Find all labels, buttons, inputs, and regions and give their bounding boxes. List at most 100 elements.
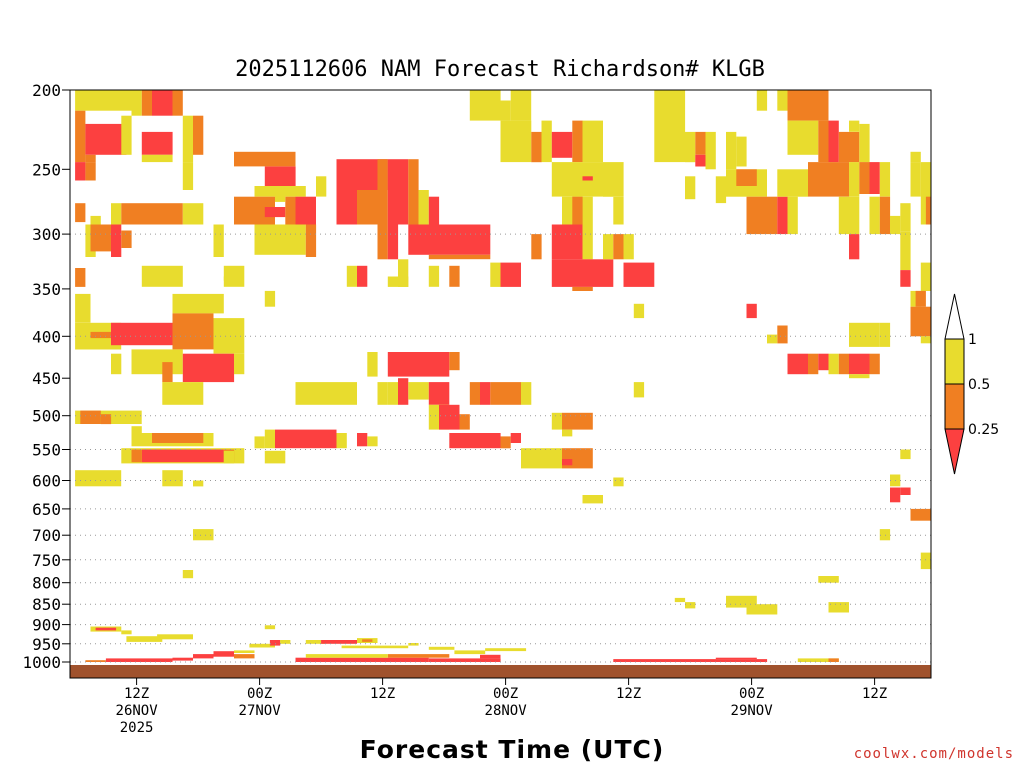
ri-cell [920, 552, 932, 570]
ri-cell [213, 224, 224, 257]
ri-cell [305, 640, 327, 644]
ri-cell [500, 100, 511, 121]
ri-cell [285, 196, 296, 225]
ri-cell [767, 334, 778, 344]
y-tick-label-350: 350 [32, 280, 61, 299]
ri-cell [623, 262, 655, 287]
ri-cell [264, 290, 276, 307]
ri-cell [111, 353, 122, 375]
ri-cell [613, 234, 624, 260]
ri-cell [193, 115, 204, 155]
ri-cell [264, 450, 286, 464]
ri-cell [254, 436, 265, 449]
site-credit: coolwx.com/models [853, 746, 1014, 762]
ri-cell [920, 262, 932, 291]
ri-cell [654, 90, 686, 163]
ri-cell [838, 353, 850, 375]
ri-cell [879, 529, 891, 541]
ri-cell [336, 190, 357, 225]
ri-cell [254, 224, 306, 255]
ri-cell [859, 162, 870, 194]
ri-cell [613, 659, 768, 662]
ri-cell [162, 362, 173, 383]
ri-cell [818, 120, 829, 163]
ri-cell [869, 196, 880, 235]
ri-cell [428, 646, 455, 650]
ri-cell [111, 224, 122, 257]
ri-cell [736, 169, 757, 186]
ri-cell [849, 374, 870, 379]
ri-cell [715, 176, 727, 204]
ri-cell [428, 382, 450, 405]
ri-cell [454, 650, 486, 655]
ri-cell [264, 166, 296, 186]
x-axis-title: Forecast Time (UTC) [360, 735, 665, 764]
colorbar-bottom-arrow [944, 428, 965, 475]
ri-cell [695, 154, 706, 167]
ri-cell [398, 378, 409, 405]
ri-cell [480, 654, 501, 659]
ri-cell [193, 654, 214, 659]
ri-cell [828, 602, 849, 613]
ri-cell [295, 196, 316, 225]
plot-frame [69, 89, 932, 679]
ri-cell [890, 215, 901, 235]
ground-layer [70, 665, 931, 678]
ri-cell [541, 120, 552, 163]
ri-cell [849, 322, 880, 347]
ri-cell [428, 254, 491, 260]
ri-cell [551, 224, 583, 260]
ri-cell [777, 90, 788, 111]
y-tick-label-250: 250 [32, 160, 61, 179]
ri-cell [269, 640, 281, 646]
ri-cell [818, 576, 839, 583]
ri-cell [387, 276, 409, 287]
y-tick-label-550: 550 [32, 441, 61, 460]
ri-cell [213, 651, 234, 657]
ri-cell [500, 436, 511, 449]
ri-cell [674, 597, 686, 603]
ri-cell [316, 176, 327, 197]
ri-cell [808, 162, 849, 197]
ri-cell [849, 162, 860, 197]
ri-cell [469, 382, 481, 405]
ri-cell [485, 648, 527, 652]
ri-cell [90, 215, 101, 225]
ri-cell [910, 508, 931, 521]
ri-cell [910, 151, 921, 163]
ri-cell [295, 382, 357, 405]
ri-cell [295, 657, 429, 662]
ri-cell [582, 120, 603, 163]
ri-cell [152, 433, 204, 443]
ri-cell [90, 331, 111, 339]
ri-cell [377, 159, 388, 190]
ri-cell [131, 426, 142, 433]
ri-cell [346, 265, 358, 287]
ri-cell [387, 190, 409, 225]
ri-cell [500, 120, 532, 163]
ri-cell [182, 115, 194, 163]
ri-cell [900, 487, 911, 495]
ri-cell [162, 382, 204, 405]
ri-cell [613, 477, 624, 487]
ri-cell [121, 630, 132, 635]
ri-cell [408, 190, 419, 225]
x-tick-date-label: 29NOV [731, 703, 774, 719]
ri-cell [510, 90, 532, 121]
ri-cell [879, 196, 891, 235]
ri-cell [131, 90, 142, 116]
ri-cell [582, 176, 593, 181]
ri-cell [182, 570, 194, 579]
ri-cell [562, 412, 593, 430]
ri-cell [551, 259, 614, 287]
ri-cell [849, 234, 860, 260]
colorbar-label: 0.5 [968, 377, 990, 393]
ri-cell [387, 224, 399, 260]
ri-cell [551, 412, 563, 430]
ri-cell [111, 203, 122, 225]
ri-cell [398, 259, 409, 287]
colorbar-top-arrow [944, 293, 965, 340]
ri-cell [357, 190, 388, 225]
ri-cell [562, 459, 573, 466]
